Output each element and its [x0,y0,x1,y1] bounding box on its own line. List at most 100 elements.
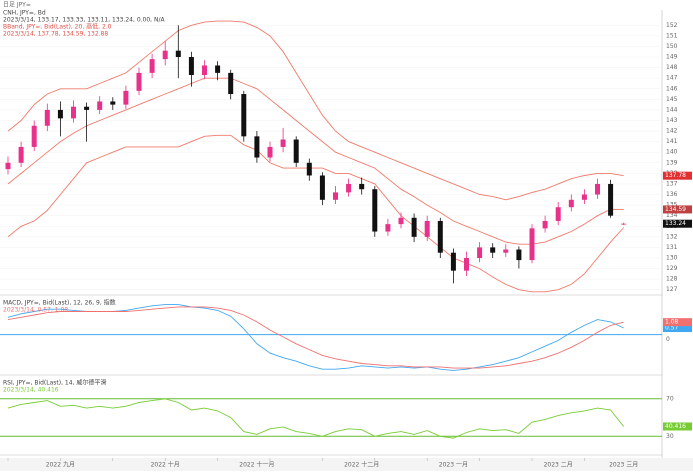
candle-body [581,194,587,200]
legend-text: 2023/3/14, 0.57, 1.08 [3,307,68,314]
y-tick-label: 144 [666,106,678,113]
value-tag: 0.57 [665,325,679,332]
value-tag-bg [663,318,692,327]
candle-body [568,199,574,208]
top-label: 日足 JPY= [3,2,31,9]
candle-body [542,220,548,229]
y-tick-label: 149 [666,54,678,61]
middle-tag-bg [663,205,692,214]
candle-body [333,192,338,200]
x-tick-label: 2022 十二月 [344,461,379,469]
y-tick-label: 150 [666,43,678,50]
y-tick-label: 30 [666,433,674,440]
bollinger-band [7,77,624,245]
legend-text: 2023/3/14, 133.17, 133.33, 133.11, 133.2… [3,17,165,24]
y-tick-label: 128 [666,276,678,283]
y-tick-label: 130 [666,254,678,261]
x-tick-label: 2023 二月 [544,462,573,469]
candle-body [123,90,129,105]
candle-body [267,146,273,158]
candle-body [293,139,299,163]
y-tick-label: 142 [666,128,678,135]
candle-body [136,72,142,91]
close-tag: 133.24 [665,220,686,227]
y-tick-label: 145 [666,96,678,103]
y-tick-label: 135 [666,202,678,209]
legend-text: 2023/3/14, 137.78, 134.59, 132.88 [3,31,108,38]
x-tick-label: 2022 九月 [46,461,75,469]
x-tick-label: 2023 三月 [609,462,638,469]
candle-body [477,247,483,258]
candle-body [450,252,456,271]
candle-body [555,207,561,221]
upper-tag-bg [663,171,692,180]
candle-body [215,65,221,73]
y-tick-label: 151 [666,32,678,39]
y-tick-label: 134 [666,212,678,219]
candle-body [490,247,496,253]
candle-body [254,136,260,158]
legend-text: RSI, JPY=, Bid(Last), 14, 威尔德平滑 [3,379,106,387]
y-tick-label: 136 [666,191,678,198]
candle-body [516,249,522,261]
y-tick-label: 137 [666,180,678,187]
candle-body [411,217,417,237]
candle-body [241,94,247,137]
bollinger-band [7,134,625,293]
candle-body [398,217,404,225]
candle-body [84,106,90,110]
candle-body [385,224,391,232]
upper-tag: 137.78 [665,172,686,179]
candle-body [5,162,11,170]
candle-body [372,189,378,232]
y-tick-label: 148 [666,64,678,71]
candle-body [529,228,535,261]
value-tag: 40.416 [665,423,686,430]
candle-body [306,162,312,176]
candle-body [18,146,24,163]
candle-body [280,139,286,147]
y-tick-label: 129 [666,265,678,272]
y-tick-label: 141 [666,138,678,145]
date-axis [0,458,693,471]
value-tag-bg [663,422,692,431]
legend-text: CNH, JPY=, Bd [3,10,46,17]
candle-body [464,257,469,271]
y-tick-label: 146 [666,85,678,92]
candle-body [110,101,116,105]
candle-body [202,65,207,75]
candle-body [595,183,600,195]
y-tick-label: 147 [666,75,678,82]
legend-text: MACD, JPY=, Bid(Last), 12, 26, 9, 指数 [3,299,116,307]
y-tick-label: 152 [666,22,678,29]
candle-body [31,125,37,147]
close-tag-bg [663,219,692,228]
candle-body [188,57,194,75]
middle-tag: 134.59 [665,206,686,213]
candle-body [175,50,181,58]
indicator-line [7,398,625,439]
y-tick-label: 70 [666,395,674,402]
x-tick-label: 2022 十月 [151,461,180,469]
candle-body [437,220,443,253]
value-tag-bg [663,324,692,333]
candle-body [71,106,76,119]
y-tick-label: 139 [666,159,678,166]
candle-body [608,183,614,216]
candle-body [319,175,325,200]
x-tick-label: 2023 一月 [439,462,468,469]
candle-body [621,223,627,225]
candle-body [424,220,430,237]
y-tick-label: 143 [666,117,678,124]
candle-body [228,72,234,95]
y-tick-label: 127 [666,286,678,293]
candle-body [149,59,155,73]
bollinger-band [7,20,624,201]
candle-body [162,50,168,60]
y-tick-label: 132 [666,233,678,240]
x-tick-label: 2022 十一月 [239,461,274,469]
value-tag: 1.08 [665,319,679,326]
candle-body [97,101,103,110]
